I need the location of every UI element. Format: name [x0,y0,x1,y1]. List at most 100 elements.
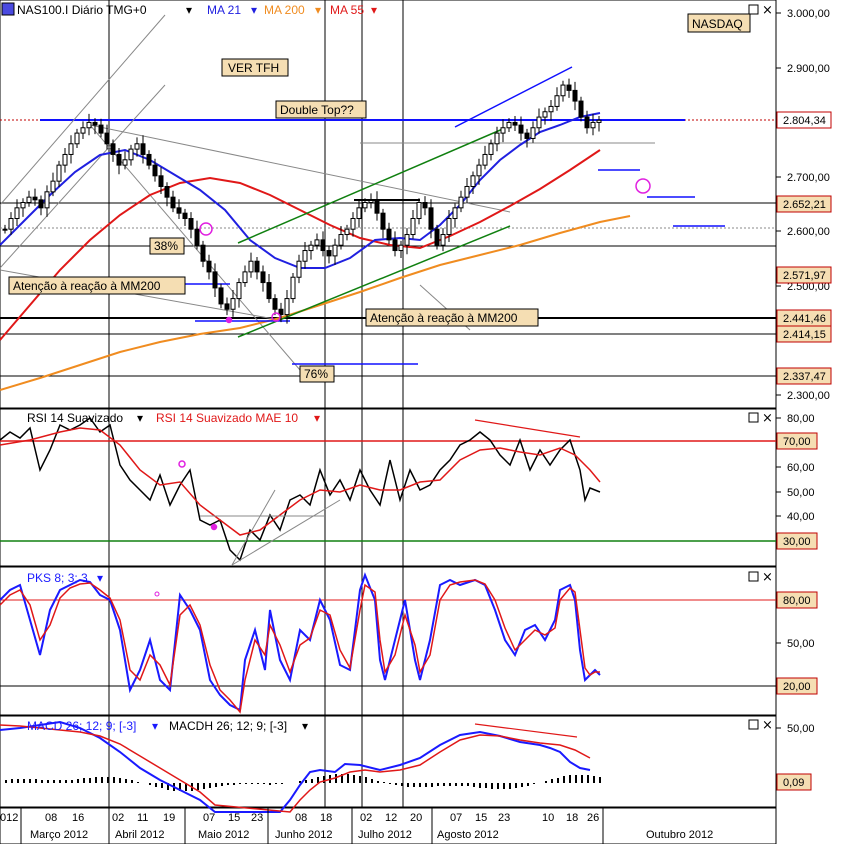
rsi-maximize-icon[interactable] [748,412,759,423]
candle-body [458,196,464,209]
maximize-icon [748,4,759,15]
rsi-ma-label[interactable]: RSI 14 Suavizado MAE 10 [156,411,298,425]
ma21-label[interactable]: MA 21 [207,3,241,17]
macd-divergence-line [474,723,578,738]
pks-close-icon[interactable]: × [762,570,773,585]
svg-text:2.700,00: 2.700,00 [787,172,830,184]
candle-body [392,239,398,252]
svg-text:20: 20 [410,812,422,824]
pks-label[interactable]: PKS 8; 3; 3 [27,571,88,585]
svg-text:08: 08 [295,812,307,824]
svg-text:02: 02 [112,812,124,824]
candle-body [530,127,536,139]
candle-body [596,119,602,123]
svg-text:23: 23 [251,812,263,824]
svg-text:2.500,00: 2.500,00 [787,281,830,293]
svg-text:2.300,00: 2.300,00 [787,390,830,402]
price-panel-controls[interactable]: × [748,3,773,18]
candle-body [578,100,584,118]
candle-body [386,228,392,241]
note-double-top: Double Top?? [275,100,367,119]
svg-text:76%: 76% [304,367,328,381]
candle-body [266,282,272,300]
candle-body [278,308,284,316]
svg-text:20,00: 20,00 [783,681,811,693]
svg-text:▾: ▾ [251,3,257,17]
candle-body [98,124,104,134]
svg-text:Agosto 2012: Agosto 2012 [437,829,499,841]
candle-body [452,207,458,220]
candle-body [188,218,194,230]
candle-body [260,271,266,284]
candle-body [8,218,14,230]
candle-body [20,202,26,209]
macd-line [0,720,591,813]
candle-body [512,121,518,126]
candle-body [404,234,410,246]
svg-text:18: 18 [566,812,578,824]
pks-maximize-icon[interactable] [748,571,759,582]
ma200-label[interactable]: MA 200 [264,3,305,17]
macd-label[interactable]: MACD 26; 12; 9; [-3] [27,719,136,733]
candle-body [362,202,368,209]
markers [199,178,651,324]
candle-body [164,185,170,198]
macd-maximize-icon[interactable] [748,719,759,730]
candle-body [254,260,260,273]
rsi-close-icon[interactable]: × [762,411,773,426]
candle-body [308,244,314,252]
candle-body [230,298,236,310]
candle-body [356,207,362,220]
candle-body [470,175,476,187]
svg-text:16: 16 [72,812,84,824]
candle-body [44,191,50,209]
candle-body [206,260,212,273]
chart-icon[interactable] [1,2,15,16]
candle-body [200,244,206,262]
svg-text:50,00: 50,00 [787,487,815,499]
candle-body [434,228,440,246]
symbol-label[interactable]: NAS100.I Diário TMG+0 [17,3,147,17]
candle-body [14,207,20,220]
ma55-label[interactable]: MA 55 [330,3,364,17]
candle-body [272,298,278,310]
candle-body [170,196,176,209]
svg-text:80,00: 80,00 [783,595,811,607]
rsi-panel [0,408,777,567]
candle-body [572,89,578,102]
svg-text:10: 10 [542,812,554,824]
rsi-label[interactable]: RSI 14 Suavizado [27,411,123,425]
macd-close-icon[interactable]: × [762,718,773,733]
svg-text:02: 02 [360,812,372,824]
candle-body [242,271,248,284]
candle-body [338,234,344,246]
svg-text:VER TFH: VER TFH [228,61,279,75]
candle-body [548,105,554,113]
svg-text:012: 012 [0,812,18,824]
candle-body [536,116,542,129]
candle-body [482,153,488,166]
candle-body [56,164,62,182]
svg-text:18: 18 [320,812,332,824]
candle-body [440,234,446,246]
rsi-trendlines [200,489,341,566]
svg-text:19: 19 [163,812,175,824]
candle-body [152,164,158,177]
svg-text:2.600,00: 2.600,00 [787,226,830,238]
pks-axis: 50,00 80,00 20,00 [776,591,818,695]
macdh-label[interactable]: MACDH 26; 12; 9; [-3] [169,719,287,733]
svg-text:▾: ▾ [302,719,308,733]
candle-body [140,143,146,155]
macd-axis: 50,00 0,09 [776,723,815,791]
svg-text:80,00: 80,00 [787,413,815,425]
candle-body [326,250,332,257]
candle-body [128,148,134,161]
market-tag: NASDAQ [687,13,751,33]
chart-header: NAS100.I Diário TMG+0 ▾ MA 21 ▾ MA 200 ▾… [1,2,377,17]
svg-text:2.900,00: 2.900,00 [787,63,830,75]
candle-body [116,153,122,166]
candle-body [380,212,386,230]
svg-text:▾: ▾ [315,3,321,17]
close-icon: × [762,3,773,18]
candle-body [86,121,92,129]
